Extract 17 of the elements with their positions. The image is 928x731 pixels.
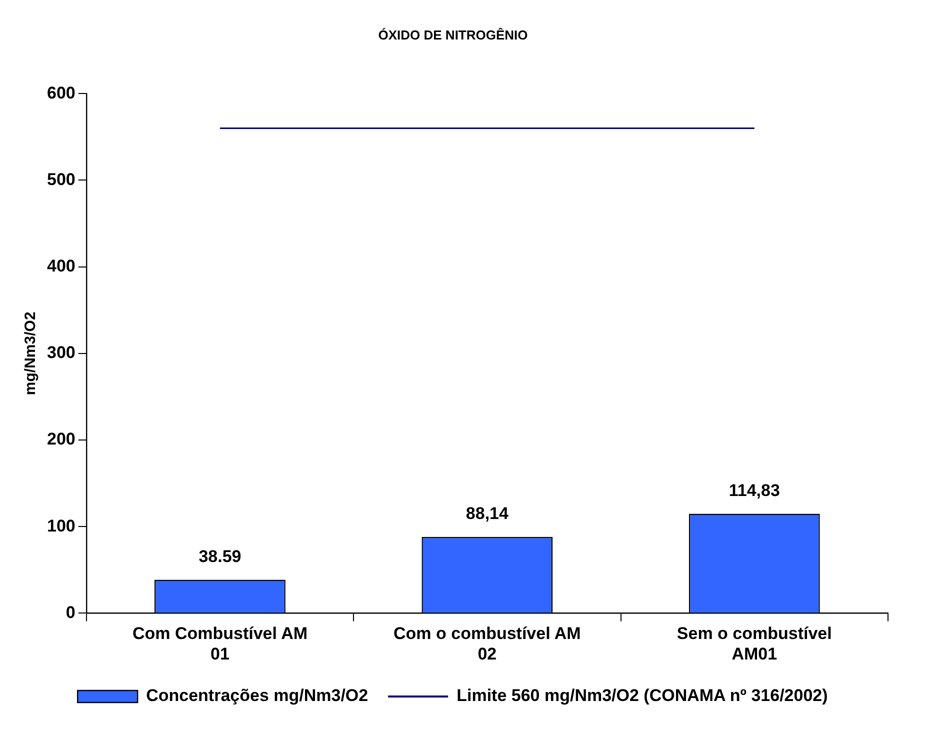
y-tick-label: 200 [46, 430, 76, 449]
y-tick-label: 300 [46, 343, 76, 362]
legend-label: Concentrações mg/Nm3/O2 [146, 686, 368, 706]
y-tick-label: 0 [66, 602, 76, 622]
legend-label: Limite 560 mg/Nm3/O2 (CONAMA nº 316/2002) [456, 686, 828, 706]
data-label: 38.59 [198, 546, 242, 566]
chart-title: ÓXIDO DE NITROGÊNIO [378, 27, 528, 42]
x-tick-label: Sem o combustível AM01 [676, 624, 832, 664]
x-tick-label: Com o combustível AM 02 [394, 624, 581, 664]
y-tick-label: 500 [46, 170, 76, 189]
y-tick-label: 400 [46, 256, 76, 276]
data-label: 114,83 [728, 480, 780, 500]
data-label: 88,14 [466, 504, 509, 524]
x-tick-label: Com Combustível AM 01 [132, 624, 308, 664]
y-tick-label: 100 [46, 516, 76, 536]
y-axis-title: mg/Nm3/O2 [22, 312, 40, 396]
y-tick-label: 600 [46, 83, 76, 102]
